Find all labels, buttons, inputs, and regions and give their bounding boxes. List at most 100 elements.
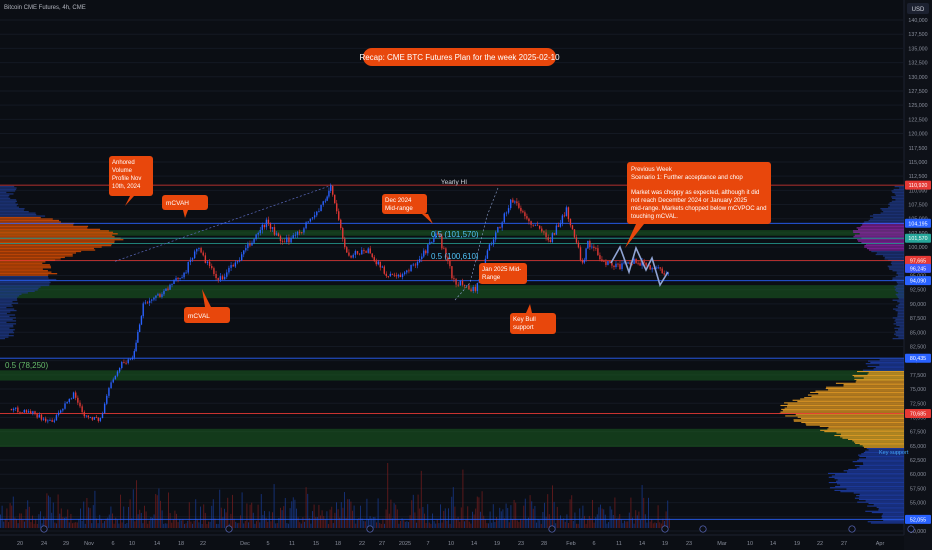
candle-body: [623, 262, 625, 264]
volume-bar: [494, 522, 496, 528]
candle-body: [238, 260, 241, 262]
candle-body: [288, 237, 290, 243]
profile-right-bar: [892, 299, 904, 301]
title-banner: [363, 48, 556, 66]
volume-bar: [204, 512, 206, 528]
profile-upper-bar: [0, 249, 96, 251]
callout-mcvah[interactable]: mCVAH: [162, 195, 208, 218]
profile-lower-bar: [843, 384, 904, 386]
profile-upper-bar: [0, 270, 48, 272]
profile-upper-bar: [0, 197, 11, 200]
profile-upper-bar: [0, 236, 115, 238]
volume-bar: [496, 517, 497, 528]
volume-bar: [27, 500, 29, 528]
candle-body: [64, 403, 66, 409]
profile-upper-bar: [0, 208, 25, 210]
volume-bar: [62, 517, 64, 528]
anchored-vp-line-4: 10th, 2024: [112, 184, 141, 190]
candle-body: [633, 258, 635, 264]
profile-right-bar: [854, 234, 904, 236]
volume-bar: [244, 521, 246, 528]
profile-lower-bar: [840, 491, 904, 493]
candle-body: [106, 395, 108, 404]
price-tag-label: 104,195: [908, 221, 927, 227]
currency-button[interactable]: [907, 3, 929, 14]
volume-bar: [456, 518, 457, 528]
candle-body: [243, 250, 245, 255]
candle-body: [534, 224, 537, 226]
fib-label-78250: 0.5 (78,250): [5, 361, 48, 370]
time-label: Feb: [566, 541, 575, 547]
profile-right-bar: [898, 304, 904, 306]
candle-body: [245, 248, 247, 251]
callout-dec-mid[interactable]: Dec 2024 Mid-range: [382, 194, 433, 224]
profile-lower-bar: [852, 374, 904, 377]
volume-bar: [585, 523, 587, 528]
profile-upper-bar: [0, 324, 14, 326]
callout-previous-week[interactable]: Previous Week Scenario 1: Further accept…: [625, 162, 771, 248]
candle-body: [503, 213, 505, 223]
profile-right-bar: [898, 298, 904, 300]
callout-key-bull[interactable]: Key Bull support: [510, 304, 556, 334]
profile-lower-bar: [873, 368, 904, 370]
callout-anchored-vp[interactable]: Anhored Volume Profile Nov 10th, 2024: [109, 156, 153, 206]
profile-right-bar: [892, 317, 904, 319]
candle-body: [414, 264, 417, 266]
candle-body: [401, 274, 404, 278]
profile-right-bar: [882, 255, 904, 257]
callout-mcval[interactable]: mCVAL: [184, 289, 230, 323]
volume-bar: [440, 504, 441, 528]
candle-body: [129, 359, 132, 361]
profile-upper-bar: [0, 312, 7, 315]
volume-bar: [350, 501, 352, 528]
profile-right-bar: [853, 236, 904, 238]
candle-body: [429, 242, 431, 245]
volume-bar: [6, 508, 8, 528]
profile-lower-bar: [870, 361, 904, 363]
profile-right-bar: [899, 302, 904, 304]
candle-body: [277, 233, 280, 237]
volume-bar: [403, 520, 405, 528]
profile-lower-bar: [865, 363, 904, 365]
candle-body: [153, 297, 155, 300]
callout-jan-mid[interactable]: Jan 2025 Mid- Range: [479, 263, 527, 284]
profile-upper-bar: [0, 283, 50, 285]
profile-right-bar: [869, 215, 904, 217]
volume-bar: [662, 518, 664, 528]
volume-bar: [254, 523, 256, 528]
volume-bar: [289, 508, 291, 528]
profile-upper-bar: [0, 293, 22, 295]
price-tick-label: 107,500: [908, 203, 927, 209]
candle-body: [89, 417, 92, 419]
symbol-label[interactable]: Bitcoin CME Futures, 4h, CME: [4, 5, 86, 11]
candle-body: [334, 194, 336, 204]
profile-right-bar: [891, 190, 904, 192]
volume-bar: [315, 517, 317, 528]
candle-body: [639, 263, 641, 266]
candle-body: [369, 248, 371, 254]
volume-bar: [577, 523, 579, 528]
profile-lower-bar: [878, 508, 904, 510]
volume-bar: [502, 509, 504, 528]
time-label: 6: [111, 541, 114, 547]
profile-right-bar: [896, 281, 904, 284]
time-label: 10: [448, 541, 454, 547]
svg-text:Key Bull support: Key Bull support: [513, 316, 537, 331]
volume-bar: [382, 518, 384, 528]
price-tag-bg-8: [905, 514, 931, 524]
candle-body: [418, 259, 421, 262]
volume-bar: [520, 518, 521, 528]
candle-body: [408, 270, 410, 272]
volume-bar: [620, 519, 622, 528]
volume-bar: [555, 523, 557, 528]
key-support-label: Key support: [879, 450, 909, 456]
time-label: 19: [494, 541, 500, 547]
volume-bar: [592, 499, 593, 528]
volume-bar: [284, 498, 286, 528]
price-tick-label: 60,000: [910, 472, 926, 478]
candle-body: [259, 229, 261, 233]
profile-lower-bar: [826, 386, 904, 388]
candle-body: [324, 200, 327, 202]
volume-bar: [550, 518, 552, 528]
